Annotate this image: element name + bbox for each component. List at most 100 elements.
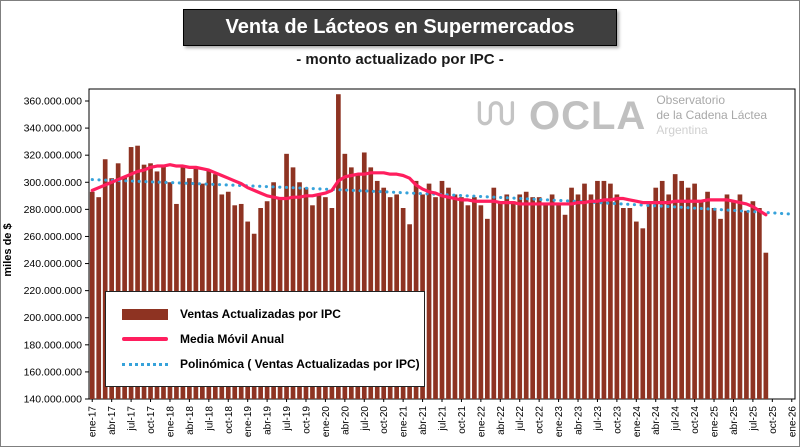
legend-label-polinomica: Polinómica ( Ventas Actualizadas por IPC… [180,357,420,371]
bar [692,183,697,399]
bar [653,187,659,399]
x-tick-label: oct-25 [768,406,779,434]
bar [646,201,652,399]
bar [167,182,173,399]
bar [426,183,432,399]
bar [614,194,620,399]
bar [750,201,756,399]
bar [627,208,633,399]
y-tick-label: 340.000.000 [24,123,83,135]
bar [433,197,438,399]
bar [355,174,361,399]
x-tick-label: abr-20 [340,406,351,435]
bar [582,183,587,399]
bar [543,205,548,399]
x-tick-label: abr-24 [651,406,662,435]
bar [478,205,484,399]
bar [757,208,762,399]
bar [122,176,127,399]
bar [212,174,218,399]
y-tick-label: 360.000.000 [24,96,83,108]
bar [374,180,380,399]
bar [497,201,503,399]
y-tick-label: 260.000.000 [24,231,83,243]
x-tick-label: jul-21 [438,406,449,432]
bar [601,180,607,399]
bar [485,218,490,399]
bar [640,228,646,399]
bar [187,178,192,399]
x-tick-label: jul-22 [515,406,526,432]
x-tick-label: oct-22 [535,406,546,434]
x-tick-label: ene-19 [243,406,254,438]
bar [472,197,477,399]
bar [446,187,451,399]
bar [633,221,639,399]
bar [744,210,749,399]
bar [148,163,153,399]
y-tick-label: 240.000.000 [24,258,83,270]
x-tick-label: oct-20 [379,406,390,434]
bar [361,152,367,399]
bar [96,197,102,399]
x-tick-label: abr-25 [729,406,740,435]
chart-header: Venta de Lácteos en Supermercados - mont… [1,1,799,83]
bar [621,208,626,399]
legend-swatch-bar [122,308,168,320]
bar [284,153,289,399]
bar [206,170,212,399]
bar [102,159,108,399]
bar [128,147,134,399]
bar [569,187,574,399]
ocla-watermark: OCLA Observatorio de la Cadena Láctea Ar… [475,93,767,138]
x-tick-label: ene-18 [165,406,176,438]
chart-area: 140.000.000 160.000.000 180.000.000 200.000… [1,83,799,445]
bar [523,191,529,399]
bar [731,201,736,399]
legend: Ventas Actualizadas por IPC Media Móvil … [105,291,425,387]
bar [705,191,710,399]
bar [608,183,613,399]
bar [672,174,678,399]
bar [297,182,302,399]
x-tick-label: oct-19 [301,406,312,434]
bar [562,214,568,399]
bar [666,194,672,399]
bar [491,187,497,399]
y-tick-label: 220.000.000 [24,285,83,297]
ocla-desc-line1: Observatorio [656,93,726,107]
bar [685,187,691,399]
x-tick-label: ene-17 [88,406,99,438]
bar [718,218,723,399]
chart-subtitle: - monto actualizado por IPC - [296,51,504,68]
x-tick-label: abr-21 [418,406,429,435]
bar [595,180,600,399]
bar [193,167,199,399]
x-tick-label: ene-26 [787,406,798,438]
x-tick-label: abr-17 [107,406,118,435]
bar [575,194,581,399]
x-tick-label: abr-23 [574,406,585,435]
y-tick-label: 140.000.000 [24,394,83,406]
x-tick-label: jul-24 [671,406,682,432]
legend-swatch-poly [122,362,168,366]
y-tick-label: 320.000.000 [24,150,83,162]
legend-swatch-line [122,337,168,341]
x-tick-label: jul-17 [127,406,138,432]
bar [549,194,555,399]
bar [737,194,743,399]
x-tick-label: ene-21 [399,406,410,438]
ocla-desc-line3: Argentina [656,123,708,137]
bar [348,167,354,399]
x-tick-label: abr-18 [185,406,196,435]
x-tick-label: oct-18 [224,406,235,434]
bar [536,197,542,399]
bar [336,94,341,400]
bar [698,201,704,399]
bar [368,167,374,399]
bar [109,178,115,399]
bar [588,194,594,399]
x-tick-label: ene-22 [476,406,487,438]
bar [413,180,419,399]
